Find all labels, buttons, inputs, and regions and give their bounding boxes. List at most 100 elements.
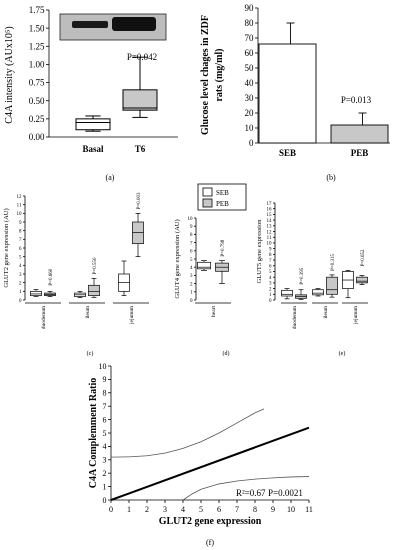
box-plot [74,290,86,298]
x-tick-label: 3 [163,505,167,514]
y-tick-label: 1 [19,290,22,295]
y-tick-label: 4 [19,264,22,269]
y-tick-label: 6 [269,265,272,270]
y-tick-label: 1.00 [29,60,45,70]
legend-label: PEB [216,200,229,208]
y-tick-label: 9 [269,247,272,252]
x-tick-label: 8 [253,505,257,514]
legend-swatch-peb [202,198,213,208]
y-tick-label: 1 [103,482,107,491]
panel-caption: (b) [326,173,336,182]
y-tick-label: 80 [245,18,255,28]
y-tick-label: 0.75 [29,78,45,88]
box-body [312,289,324,296]
box-body [356,276,368,284]
box-body [132,221,144,245]
y-tick-label: 0.50 [29,96,45,106]
y-tick-label: 4 [269,276,272,281]
y-axis-label: GLUT2 gene expression (AU) [3,208,10,287]
y-tick-label: 70 [245,33,255,43]
legend-label: SEB [216,189,229,197]
y-tick-label: 1.75 [29,5,45,15]
y-tick-label: 6 [190,250,193,255]
x-axis-label: GLUT2 gene expression [159,516,262,527]
y-tick-label: 5 [19,255,22,260]
y-tick-label: 3 [190,274,193,279]
x-tick-label: 2 [145,505,149,514]
y-tick-label: 2 [269,287,272,292]
group-label: heart [211,306,217,317]
y-tick-label: 9 [190,225,193,230]
y-tick-label: 12 [17,195,23,200]
p-value-label: P=0.395 [300,267,305,284]
y-tick-label: 1 [190,291,193,296]
y-tick-label: 9 [19,221,22,226]
group-label: jejunum [129,305,135,325]
y-tick-label: 1.25 [29,41,45,51]
y-tick-label: 90 [245,3,255,13]
p-value-label: P=0.0021 [268,488,303,498]
y-tick-label: 60 [245,48,255,58]
y-tick-label: 0.00 [29,132,45,142]
p-value-label: P=0.798 [221,239,226,256]
box-plot [30,289,42,297]
x-tick-label: T6 [135,144,146,154]
y-tick-label: 10 [188,217,194,222]
y-tick-label: 3 [19,273,22,278]
y-tick-label: 11 [267,236,272,241]
bar-peb [330,124,389,144]
group-label: duodenum [41,305,47,329]
p-value-label: P=0.315 [331,254,336,271]
y-tick-label: 3 [103,456,107,465]
y-tick-label: 5 [269,270,272,275]
y-tick-label: 10 [245,123,255,133]
panel-caption: (d) [223,350,230,357]
box-body [75,118,111,131]
p-value-label: P=0.660 [49,268,54,285]
y-tick-label: 40 [245,78,255,88]
box-plot [44,290,56,297]
box-plot [75,115,111,132]
y-axis-label: GLUT4 gene expression (AU) [174,219,181,298]
panel-caption: (a) [106,173,115,182]
y-tick-label: 7 [269,259,272,264]
y-tick-label: 0.25 [29,114,45,124]
y-tick-label: 8 [269,253,272,258]
x-tick-label: Basal [82,144,104,154]
y-tick-label: 16 [267,207,273,212]
y-tick-label: 7 [103,402,107,411]
y-tick-label: 20 [245,108,255,118]
box-plot [122,56,158,118]
y-tick-label: 50 [245,63,255,73]
y-tick-label: 6 [19,247,22,252]
y-tick-label: 30 [245,93,255,103]
panel-caption: (c) [87,350,94,357]
p-value-label: P=0.652 [361,249,366,266]
y-tick-label: 15 [267,213,273,218]
y-tick-label: 7 [190,241,193,246]
x-tick-label: PEB [351,148,369,158]
x-tick-label: 5 [199,505,203,514]
box-plot [88,277,100,298]
y-axis-label: C4A Complemment Ratio [88,378,99,489]
box-plot [295,289,307,300]
regression-line [110,426,310,501]
group-label: ileum [85,305,91,318]
y-tick-label: 7 [19,238,22,243]
y-tick-label: 2 [19,281,22,286]
group-label: ileum [323,305,329,318]
y-tick-label: 2 [103,469,107,478]
box-plot [312,288,324,297]
box-body [30,290,42,297]
y-tick-label: 8 [190,233,193,238]
y-tick-label: 14 [267,219,273,224]
y-tick-label: 0 [103,496,107,505]
y-tick-label: 6 [103,415,107,424]
box-plot [132,212,144,258]
legend-swatch-seb [202,187,213,197]
p-value-label: P=0.013 [341,95,372,105]
x-tick-label: 6 [217,505,221,514]
box-plot [342,269,354,299]
y-tick-label: 5 [103,429,107,438]
